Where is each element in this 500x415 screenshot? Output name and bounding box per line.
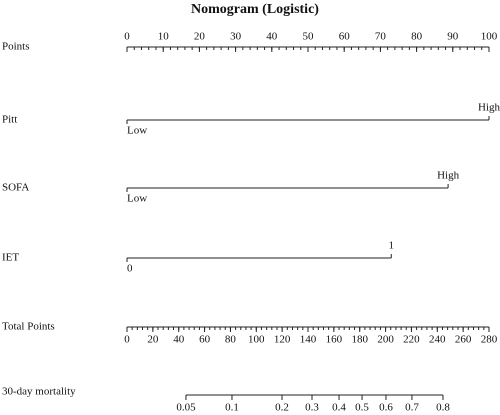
level-label: Low <box>127 193 147 205</box>
variable-label: SOFA <box>2 182 29 194</box>
tick-label: 0 <box>124 31 130 43</box>
tick-label: 90 <box>447 31 459 43</box>
tick-label: 220 <box>403 334 420 346</box>
tick-label: 40 <box>266 31 278 43</box>
level-label: High <box>478 102 500 114</box>
tick-label: 80 <box>225 334 237 346</box>
variable-label: Pitt <box>2 114 17 126</box>
level-label: High <box>437 170 460 182</box>
tick-label: 70 <box>375 31 387 43</box>
axis-label: Total Points <box>2 321 55 333</box>
tick-label: 0.8 <box>436 402 450 414</box>
tick-label: 140 <box>300 334 317 346</box>
level-label: 1 <box>389 240 395 252</box>
tick-label: 20 <box>194 31 206 43</box>
tick-label: 180 <box>351 334 368 346</box>
tick-label: 200 <box>377 334 394 346</box>
tick-label: 280 <box>481 334 498 346</box>
tick-label: 0.05 <box>176 402 196 414</box>
tick-label: 0.3 <box>305 402 319 414</box>
tick-label: 260 <box>455 334 472 346</box>
tick-label: 0.4 <box>332 402 346 414</box>
tick-label: 160 <box>326 334 343 346</box>
tick-label: 20 <box>147 334 159 346</box>
level-label: Low <box>127 125 147 137</box>
chart-title: Nomogram (Logistic) <box>191 2 319 17</box>
tick-label: 240 <box>429 334 446 346</box>
tick-label: 0.2 <box>275 402 289 414</box>
tick-label: 100 <box>481 31 498 43</box>
tick-label: 50 <box>303 31 315 43</box>
axis-label: Points <box>2 41 30 53</box>
tick-label: 0.1 <box>225 402 239 414</box>
tick-label: 60 <box>199 334 211 346</box>
tick-label: 0.5 <box>355 402 369 414</box>
tick-label: 30 <box>230 31 242 43</box>
tick-label: 10 <box>158 31 170 43</box>
tick-label: 0 <box>124 334 130 346</box>
tick-label: 80 <box>411 31 423 43</box>
variable-label: IET <box>2 252 19 264</box>
tick-label: 40 <box>173 334 185 346</box>
tick-label: 120 <box>274 334 291 346</box>
tick-label: 0.7 <box>405 402 419 414</box>
axis-label: 30-day mortality <box>2 386 76 398</box>
tick-label: 0.6 <box>379 402 393 414</box>
tick-label: 100 <box>248 334 265 346</box>
level-label: 0 <box>127 263 133 275</box>
tick-label: 60 <box>339 31 351 43</box>
